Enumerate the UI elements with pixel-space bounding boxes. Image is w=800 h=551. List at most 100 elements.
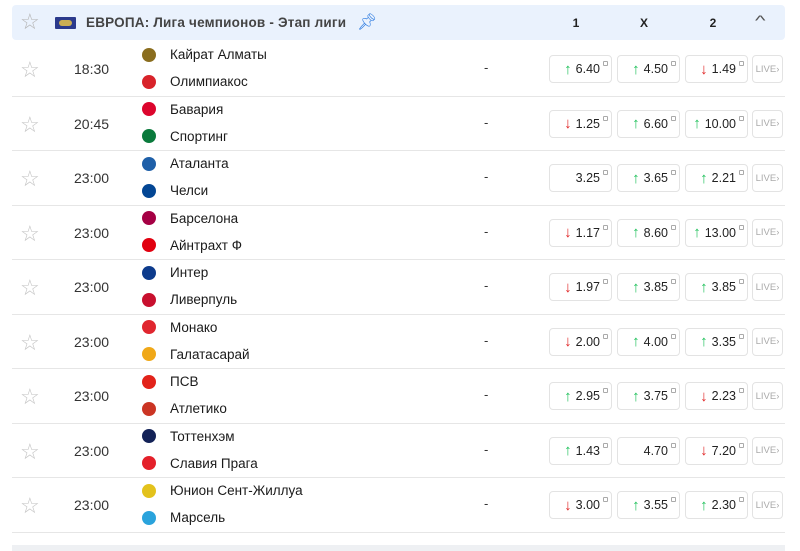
away-team-logo-icon [142,292,156,307]
home-team[interactable]: Тоттенхэм [142,429,235,444]
match-time: 18:30 [74,61,110,77]
away-team[interactable]: Галатасарай [142,347,250,362]
odd-value: 3.85 [643,280,668,294]
live-button[interactable]: LIVE › [752,218,783,247]
odd-button-2[interactable]: ↓ 1.49 [685,55,748,83]
favorite-star-icon[interactable]: ☆ [20,275,40,300]
arrow-down-icon: ↓ [564,496,572,514]
live-button[interactable]: LIVE › [752,164,783,192]
odd-button-x[interactable]: ↑ 3.55 [617,491,680,519]
odd-button-2[interactable]: ↓ 7.20 [685,436,748,465]
score: - [484,441,489,457]
odd-button-x[interactable]: 4.70 [617,436,680,465]
live-button[interactable]: LIVE › [752,327,783,356]
odd-button-1[interactable]: ↓ 1.97 [549,273,612,301]
favorite-star-icon[interactable]: ☆ [20,220,40,246]
match-row[interactable]: ☆ 23:00 ПСВ Атлетико - ↑ 2.95 ↑ 3.75 ↓ 2.23 LIV… [12,369,785,424]
home-team[interactable]: Аталанта [142,156,229,171]
match-row[interactable]: ☆ 18:30 Кайрат Алматы Олимпиакос - ↑ 6.40 ↑… [12,42,785,97]
odd-button-1[interactable]: ↓ 3.00 [549,491,612,519]
match-row[interactable]: ☆ 23:00 Барселона Айнтрахт Ф - ↓ 1.17 ↑ 8.60… [12,206,785,260]
live-label: LIVE [755,227,777,238]
odd-button-1[interactable]: ↑ 6.40 [549,55,612,83]
home-team[interactable]: Юнион Сент-Жиллуа [142,483,303,498]
live-button[interactable]: LIVE › [752,491,783,519]
odd-button-1[interactable]: 3.25 [549,164,612,192]
odd-button-x[interactable]: ↑ 8.60 [617,218,680,247]
odd-button-x[interactable]: ↑ 3.75 [617,382,680,410]
away-team[interactable]: Славия Прага [142,456,258,471]
odd-button-2[interactable]: ↑ 3.35 [685,327,748,356]
match-row[interactable]: ☆ 23:00 Интер Ливерпуль - ↓ 1.97 ↑ 3.85 ↑ 3.85… [12,260,785,315]
home-team[interactable]: Интер [142,265,208,280]
odd-button-1[interactable]: ↓ 2.00 [549,327,612,356]
match-row[interactable]: ☆ 20:45 Бавария Спортинг - ↓ 1.25 ↑ 6.60 ↑ 10.… [12,97,785,151]
match-row[interactable]: ☆ 23:00 Тоттенхэм Славия Прага - ↑ 1.43 4.7… [12,424,785,478]
odd-button-x[interactable]: ↑ 3.85 [617,273,680,301]
home-team-name: Кайрат Алматы [170,47,267,62]
pin-icon[interactable]: 📌︎ [357,14,378,31]
favorite-star-icon[interactable]: ☆ [20,57,40,82]
match-row[interactable]: ☆ 23:00 Монако Галатасарай - ↓ 2.00 ↑ 4.00 ↑ 3… [12,315,785,369]
match-row[interactable]: ☆ 23:00 Аталанта Челси -3.25 ↑ 3.65 ↑ 2.21 LI… [12,151,785,206]
odd-button-2[interactable]: ↑ 13.00 [685,218,748,247]
live-button[interactable]: LIVE › [752,109,783,138]
favorite-star-icon[interactable]: ☆ [20,111,40,137]
home-team[interactable]: Монако [142,320,217,335]
favorite-star-icon[interactable]: ☆ [20,438,40,464]
match-row[interactable]: ☆ 23:00 Юнион Сент-Жиллуа Марсель - ↓ 3.00… [12,478,785,533]
away-team[interactable]: Атлетико [142,401,227,416]
chevron-up-icon[interactable]: ^ [755,12,766,28]
odd-button-x[interactable]: ↑ 4.00 [617,327,680,356]
odd-button-1[interactable]: ↑ 2.95 [549,382,612,410]
external-link-icon [671,333,676,339]
odd-button-1[interactable]: ↓ 1.25 [549,109,612,138]
external-link-icon [671,61,676,66]
odd-button-x[interactable]: ↑ 6.60 [617,109,680,138]
odd-button-2[interactable]: ↑ 2.21 [685,164,748,192]
live-button[interactable]: LIVE › [752,436,783,465]
odd-value: 3.35 [711,334,736,349]
league-header[interactable]: ☆ ЕВРОПА: Лига чемпионов - Этап лиги 📌︎ … [12,5,785,40]
odd-button-2[interactable]: ↓ 2.23 [685,382,748,410]
odd-button-2[interactable]: ↑ 10.00 [685,109,748,138]
favorite-star-icon[interactable]: ☆ [20,9,40,34]
home-team[interactable]: Бавария [142,102,223,117]
live-button[interactable]: LIVE › [752,273,783,301]
home-team-logo-icon [142,483,156,498]
away-team[interactable]: Марсель [142,510,225,525]
favorite-star-icon[interactable]: ☆ [20,384,40,409]
favorite-star-icon[interactable]: ☆ [20,493,40,518]
external-link-icon [603,388,608,393]
odd-button-x[interactable]: ↑ 3.65 [617,164,680,192]
home-team[interactable]: Барселона [142,211,238,226]
away-team-logo-icon [142,74,156,89]
odd-button-2[interactable]: ↑ 2.30 [685,491,748,519]
live-button[interactable]: LIVE › [752,55,783,83]
odd-button-1[interactable]: ↑ 1.43 [549,436,612,465]
arrow-down-icon: ↓ [564,115,572,132]
home-team[interactable]: Кайрат Алматы [142,47,267,62]
away-team[interactable]: Ливерпуль [142,292,237,307]
away-team[interactable]: Челси [142,183,208,198]
favorite-star-icon[interactable]: ☆ [20,166,40,191]
odd-button-x[interactable]: ↑ 4.50 [617,55,680,83]
external-link-icon [739,279,744,284]
odd-value: 1.49 [711,62,736,76]
away-team[interactable]: Спортинг [142,129,228,144]
home-team[interactable]: ПСВ [142,374,198,389]
odd-value: 3.75 [643,389,668,403]
live-label: LIVE [755,172,777,184]
away-team[interactable]: Олимпиакос [142,74,248,89]
league-title[interactable]: ЕВРОПА: Лига чемпионов - Этап лиги [86,15,347,30]
external-link-icon [671,497,676,502]
favorite-star-icon[interactable]: ☆ [20,329,40,355]
odd-value: 1.97 [575,280,600,294]
odd-button-2[interactable]: ↑ 3.85 [685,273,748,301]
external-link-icon [671,442,676,448]
home-team-logo-icon [142,265,156,280]
away-team[interactable]: Айнтрахт Ф [142,238,242,253]
odd-button-1[interactable]: ↓ 1.17 [549,218,612,247]
home-team-name: Бавария [170,101,224,117]
live-button[interactable]: LIVE › [752,382,783,410]
